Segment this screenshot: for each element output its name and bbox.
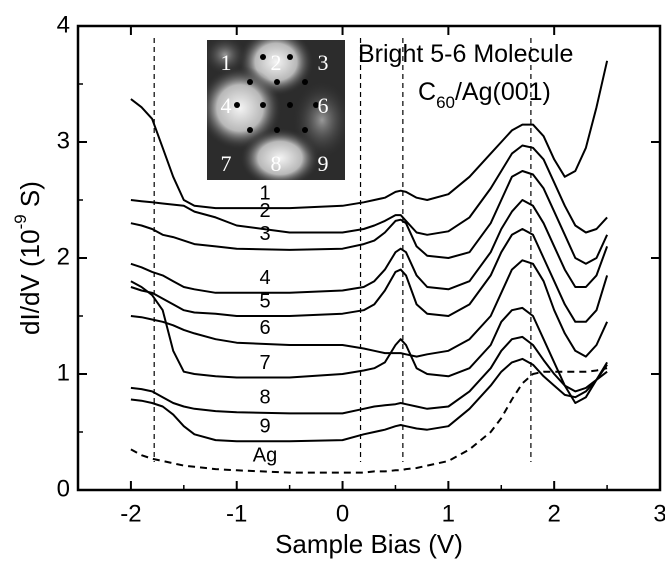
y-axis-label-superscript: -9: [11, 214, 30, 229]
x-tick-label: 0: [336, 500, 349, 527]
series-label: 5: [259, 290, 270, 312]
inset-blob: [292, 80, 345, 160]
series-label: 9: [259, 416, 270, 438]
series-label: 6: [259, 317, 270, 339]
inset-dot: [274, 79, 280, 85]
x-tick-label: -2: [120, 500, 141, 527]
y-tick-label: 4: [57, 11, 70, 38]
spectrum-line: [130, 367, 608, 474]
spectrum-line: [130, 60, 609, 210]
x-axis-label: Sample Bias (V): [275, 529, 463, 559]
inset-label: 3: [318, 50, 329, 75]
inset-dot: [287, 54, 293, 60]
y-tick-label: 3: [57, 127, 70, 154]
inset-dot: [274, 127, 280, 133]
series-label: 4: [259, 267, 270, 289]
annotation: Bright 5-6 Molecule: [358, 40, 573, 68]
inset-label: 2: [271, 50, 282, 75]
inset-dot: [260, 54, 266, 60]
inset-dot: [302, 127, 308, 133]
inset-dot: [302, 79, 308, 85]
spectrum-line: [130, 259, 609, 358]
inset-blob: [207, 40, 247, 75]
inset-label: 6: [318, 93, 329, 118]
series-label: 8: [259, 387, 270, 409]
inset-label: 1: [221, 50, 232, 75]
y-axis-label-part: dI/dV (10: [15, 229, 45, 335]
spectrum-line: [130, 280, 608, 404]
inset-label: 7: [221, 151, 232, 176]
spectrum-line: [130, 335, 608, 415]
inset-label: 4: [221, 93, 232, 118]
stm-inset: 123467895: [207, 40, 345, 180]
inset-dots: [234, 54, 319, 133]
formula-subscript: 60: [436, 93, 455, 112]
y-tick-label: 1: [57, 359, 70, 386]
spectrum-line: [130, 199, 609, 294]
series-label: 7: [259, 352, 270, 374]
inset-label: 8: [271, 151, 282, 176]
x-tick-label: 1: [442, 500, 455, 527]
series-label: 2: [259, 200, 270, 222]
series-label: Ag: [253, 445, 277, 467]
spectrum-line: [130, 144, 608, 236]
spectrum-line: [130, 170, 609, 265]
series-label: 3: [259, 223, 270, 245]
x-tick-label: -1: [226, 500, 247, 527]
spectrum-line: [130, 357, 608, 443]
inset-dot: [234, 102, 240, 108]
inset-blob: [207, 66, 282, 150]
inset-label: 9: [318, 151, 329, 176]
plot-frame: [76, 24, 662, 492]
spectrum-line: [130, 228, 609, 323]
x-tick-label: 2: [548, 500, 561, 527]
inset-dot: [247, 127, 253, 133]
formula-part: C: [418, 78, 436, 106]
inset-dot: [247, 79, 253, 85]
y-tick-label: 0: [57, 475, 70, 502]
y-axis-label: dI/dV (10-9 S): [11, 181, 44, 335]
inset-dot: [313, 102, 319, 108]
x-tick-label: 3: [653, 500, 665, 527]
y-axis-label-part: S): [15, 181, 45, 214]
inset-dot: [287, 102, 293, 108]
formula: C60/Ag(001): [418, 78, 551, 112]
y-tick-label: 2: [57, 243, 70, 270]
formula-part: /Ag(001): [455, 78, 551, 106]
inset-dot: [260, 102, 266, 108]
series-label: 1: [259, 182, 270, 204]
